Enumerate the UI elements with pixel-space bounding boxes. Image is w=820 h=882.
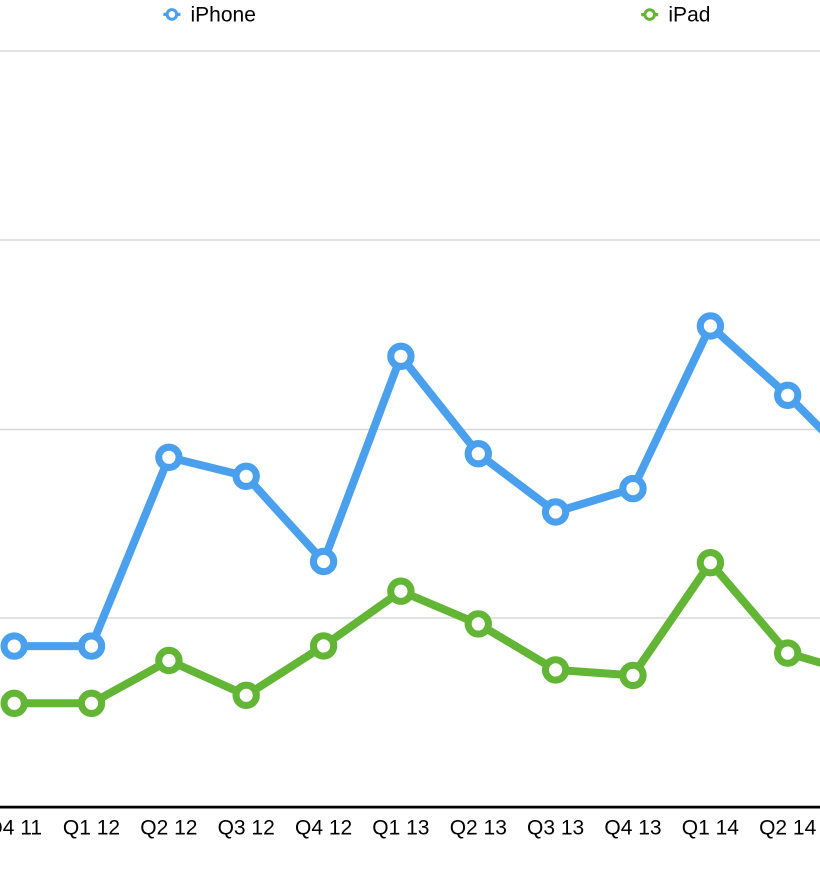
svg-text:iPhone: iPhone (191, 4, 256, 27)
svg-text:Q3 12: Q3 12 (218, 817, 275, 840)
svg-text:iPad: iPad (668, 4, 710, 27)
svg-text:Q3 13: Q3 13 (527, 817, 584, 840)
svg-text:Q4 12: Q4 12 (295, 817, 352, 840)
svg-text:Q1 13: Q1 13 (372, 817, 429, 840)
svg-text:Q4 11: Q4 11 (0, 817, 42, 840)
svg-text:Q2 14: Q2 14 (759, 817, 817, 840)
svg-text:Q1 14: Q1 14 (682, 817, 740, 840)
svg-text:Q2 13: Q2 13 (450, 817, 507, 840)
svg-text:Q4 13: Q4 13 (604, 817, 661, 840)
svg-text:Q1 12: Q1 12 (63, 817, 120, 840)
svg-text:Q2 12: Q2 12 (140, 817, 197, 840)
